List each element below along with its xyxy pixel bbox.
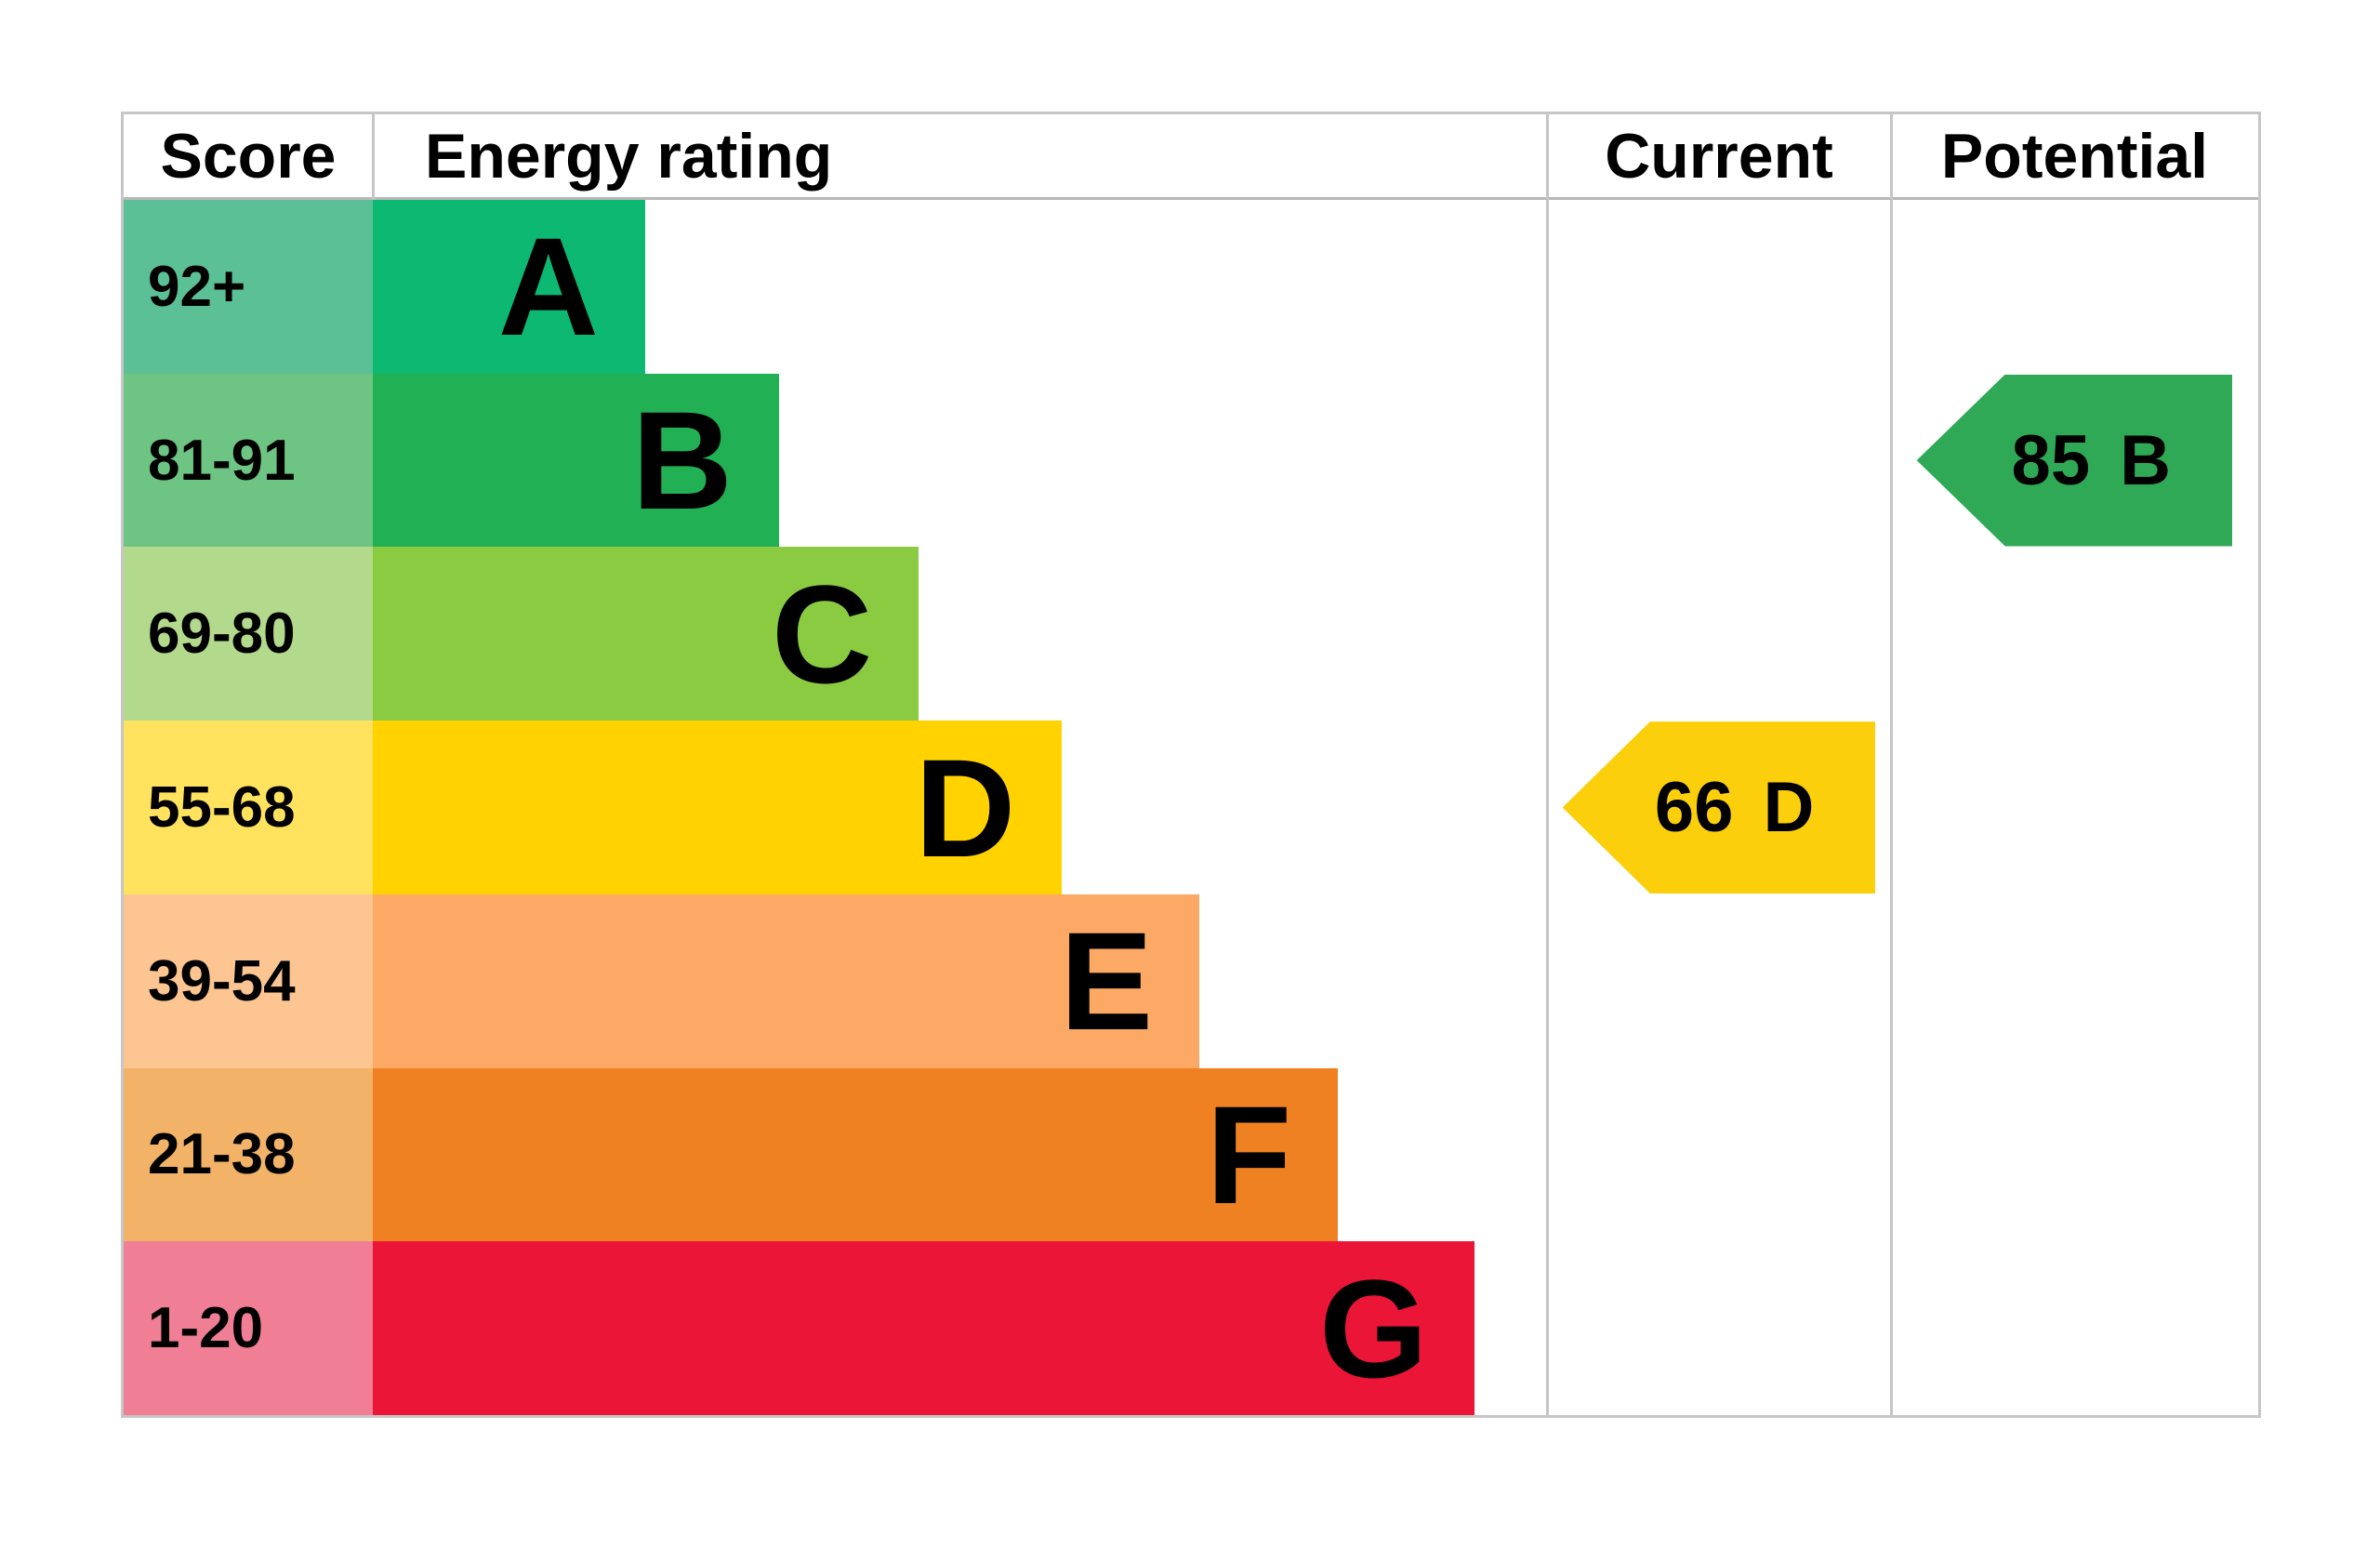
band-energy-cell: A bbox=[373, 200, 1547, 374]
band-score-cell: 21-38 bbox=[124, 1067, 373, 1242]
band-score-cell: 81-91 bbox=[124, 373, 373, 548]
current-rating-arrow: 66 D bbox=[1562, 721, 1876, 894]
band-row-g: 1-20 G bbox=[124, 1241, 2258, 1416]
band-current-cell bbox=[1547, 200, 1891, 374]
band-potential-cell bbox=[1891, 1241, 2258, 1416]
band-energy-cell: D bbox=[373, 721, 1547, 894]
band-potential-cell bbox=[1891, 721, 2258, 894]
band-score-cell: 55-68 bbox=[124, 721, 373, 894]
potential-score-value: 85 bbox=[2011, 420, 2091, 500]
band-current-cell bbox=[1547, 894, 1891, 1068]
band-bar-f: F bbox=[373, 1067, 1339, 1242]
band-energy-cell: B bbox=[373, 373, 1547, 548]
band-potential-cell bbox=[1891, 894, 2258, 1068]
band-potential-cell bbox=[1891, 1067, 2258, 1242]
band-score-cell: 92+ bbox=[124, 200, 373, 374]
band-bar-c: C bbox=[373, 547, 919, 721]
band-row-b: 81-91 B 85 B bbox=[124, 373, 2258, 548]
current-score-value: 66 bbox=[1654, 768, 1734, 848]
energy-current-divider bbox=[1546, 114, 1549, 1415]
band-energy-cell: G bbox=[373, 1241, 1547, 1416]
current-rating-letter: D bbox=[1763, 768, 1815, 848]
table-header-row: Score Energy rating Current Potential bbox=[124, 114, 2258, 200]
band-score-cell: 69-80 bbox=[124, 547, 373, 721]
potential-column-header: Potential bbox=[1940, 120, 2209, 192]
band-current-cell bbox=[1547, 1241, 1891, 1416]
band-row-f: 21-38 F bbox=[124, 1067, 2258, 1242]
band-energy-cell: C bbox=[373, 547, 1547, 721]
band-score-cell: 39-54 bbox=[124, 894, 373, 1068]
band-current-cell bbox=[1547, 373, 1891, 548]
score-energy-divider bbox=[372, 114, 375, 200]
current-potential-divider bbox=[1890, 114, 1893, 1415]
band-potential-cell: 85 B bbox=[1891, 373, 2258, 548]
band-current-cell: 66 D bbox=[1547, 721, 1891, 894]
band-current-cell bbox=[1547, 1067, 1891, 1242]
band-row-d: 55-68 D 66 D bbox=[124, 721, 2258, 894]
band-potential-cell bbox=[1891, 547, 2258, 721]
energy-rating-column-header: Energy rating bbox=[425, 120, 833, 192]
score-column-header: Score bbox=[160, 120, 337, 192]
epc-table: Score Energy rating Current Potential 92… bbox=[121, 112, 2261, 1418]
band-score-cell: 1-20 bbox=[124, 1241, 373, 1416]
band-potential-cell bbox=[1891, 200, 2258, 374]
band-row-c: 69-80 C bbox=[124, 547, 2258, 721]
potential-rating-letter: B bbox=[2120, 420, 2171, 500]
band-bar-d: D bbox=[373, 721, 1063, 894]
band-row-e: 39-54 E bbox=[124, 894, 2258, 1068]
band-energy-cell: F bbox=[373, 1067, 1547, 1242]
band-current-cell bbox=[1547, 547, 1891, 721]
band-bar-a: A bbox=[373, 200, 646, 374]
band-energy-cell: E bbox=[373, 894, 1547, 1068]
band-bar-g: G bbox=[373, 1241, 1474, 1416]
current-column-header: Current bbox=[1605, 120, 1833, 192]
potential-rating-arrow: 85 B bbox=[1916, 374, 2233, 547]
band-bar-b: B bbox=[373, 373, 779, 548]
band-bar-e: E bbox=[373, 894, 1200, 1068]
band-row-a: 92+ A bbox=[124, 200, 2258, 374]
